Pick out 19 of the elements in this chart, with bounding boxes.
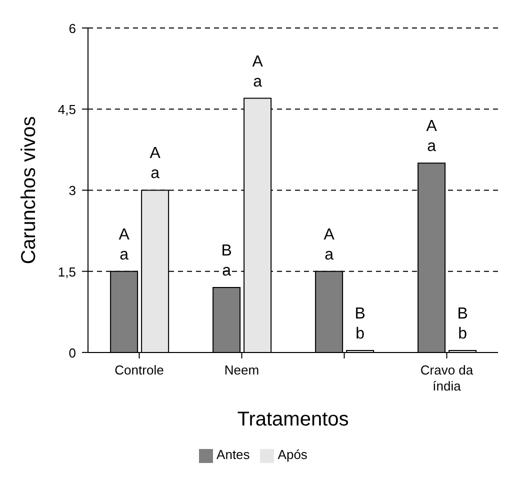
y-tick-label: 6 xyxy=(68,21,76,36)
x-tick-label: Neem xyxy=(224,362,260,378)
y-tick-label: 1,5 xyxy=(58,264,76,280)
data-label: A a xyxy=(426,118,438,156)
data-label: A a xyxy=(118,226,130,264)
x-tick-label: Controle xyxy=(114,362,164,378)
y-tick-label: 4,5 xyxy=(58,102,76,118)
y-axis-title: Carunchos vivos xyxy=(18,116,40,264)
data-label: B b xyxy=(457,305,468,342)
data-label: A a xyxy=(324,226,335,264)
x-tick-label: Cravo da índia xyxy=(420,362,474,394)
y-tick-label: 0 xyxy=(68,345,76,360)
data-label: A a xyxy=(150,145,161,182)
legend-label: Após xyxy=(278,447,308,462)
y-tick-label: 3 xyxy=(68,183,76,198)
data-label: B b xyxy=(354,305,366,342)
x-axis-title: Tratamentos xyxy=(237,408,349,430)
data-label: A a xyxy=(252,53,264,90)
legend-label: Antes xyxy=(216,447,250,462)
